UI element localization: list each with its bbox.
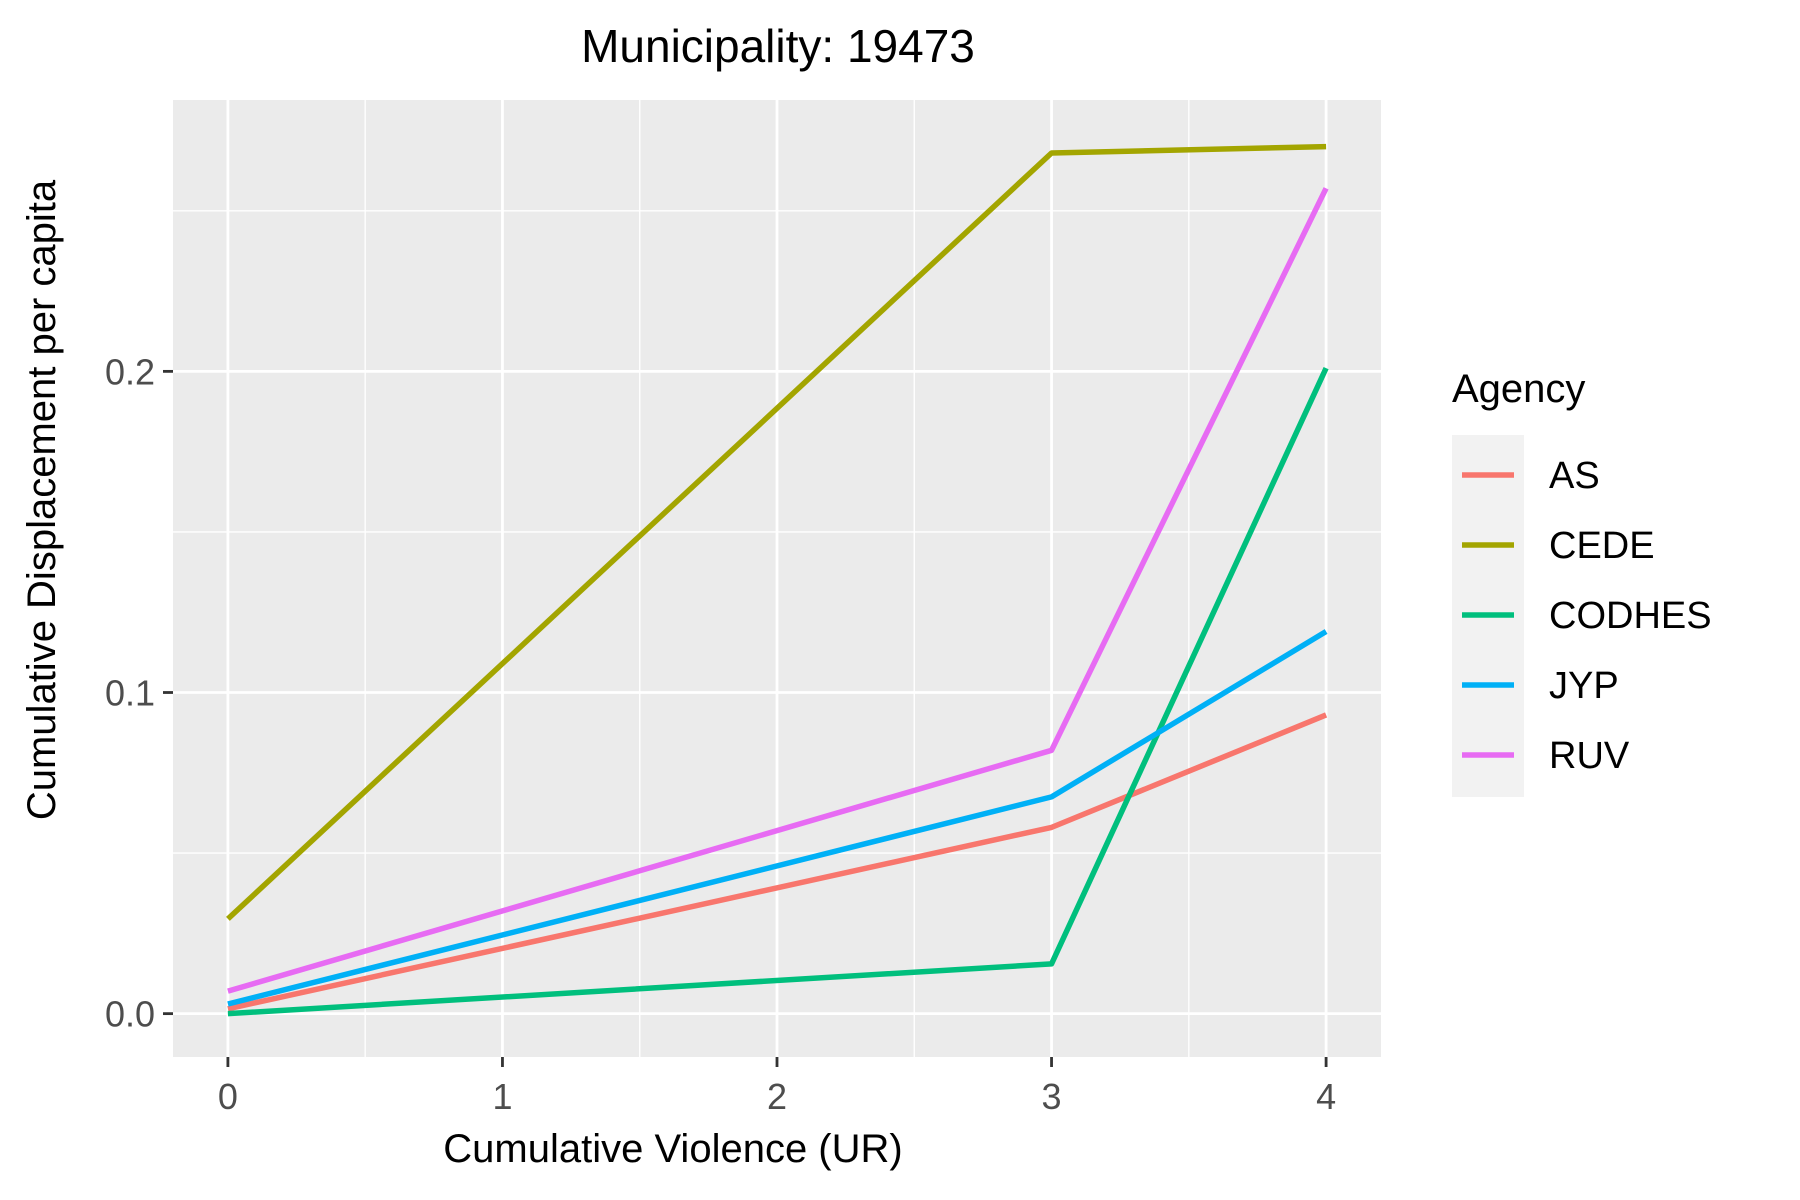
legend-label-codhes: CODHES [1549, 595, 1712, 637]
series-line-ruv [227, 187, 1329, 994]
x-tick-labels: 0 1 2 3 4 [218, 1076, 1336, 1117]
legend-label-ruv: RUV [1549, 735, 1630, 777]
x-tick-label: 0 [218, 1076, 238, 1117]
x-tick-label: 4 [1316, 1076, 1336, 1117]
series-line-cede [226, 143, 1327, 921]
legend-label-cede: CEDE [1549, 525, 1655, 567]
legend-label-jyp: JYP [1549, 665, 1619, 707]
y-axis-title: Cumulative Displacement per capita [20, 179, 64, 820]
x-tick-label: 3 [1042, 1076, 1062, 1117]
legend-items: AS CEDE CODHES JYP RUV [1462, 455, 1712, 777]
y-tick-label: 0.1 [105, 673, 155, 714]
legend-label-as: AS [1549, 455, 1600, 497]
series-line-jyp [227, 629, 1328, 1007]
y-tick-label: 0.0 [105, 994, 155, 1035]
x-tick-label: 1 [492, 1076, 512, 1117]
series-line-codhes [227, 366, 1329, 1017]
legend-title: Agency [1452, 367, 1585, 411]
major-gridlines [173, 100, 1381, 1057]
legend: Agency AS CEDE CODHES JYP RUV [1452, 367, 1712, 797]
series-lines [226, 143, 1329, 1017]
x-tick-label: 2 [767, 1076, 787, 1117]
axis-ticks [163, 369, 1328, 1067]
series-line-as [227, 712, 1328, 1012]
x-axis-title: Cumulative Violence (UR) [443, 1127, 902, 1171]
chart-title: Municipality: 19473 [581, 20, 975, 72]
y-tick-label: 0.2 [105, 351, 155, 392]
y-tick-labels: 0.0 0.1 0.2 [105, 351, 155, 1034]
